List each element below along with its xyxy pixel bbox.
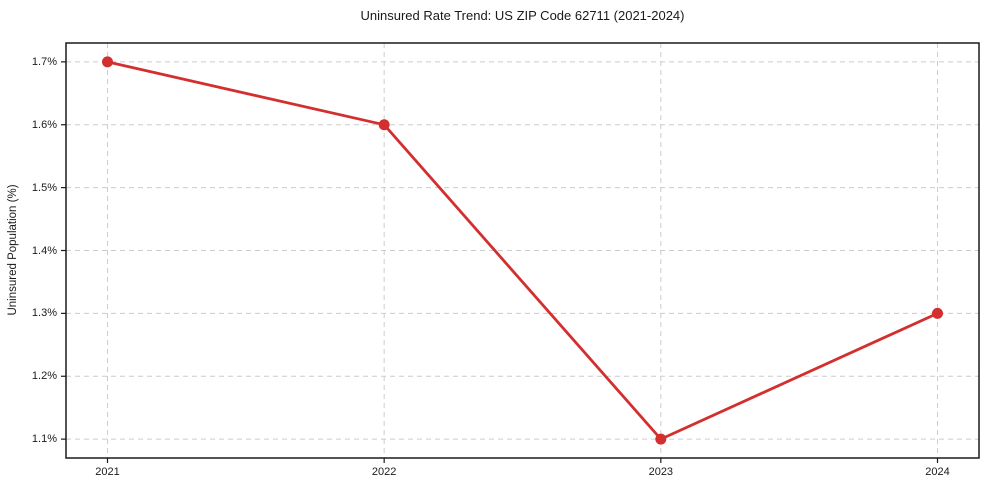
- y-tick-label: 1.7%: [31, 55, 57, 68]
- data-point-2021: [102, 56, 113, 68]
- x-tick-label: 2021: [95, 466, 120, 478]
- x-tick-label: 2023: [648, 466, 674, 478]
- y-tick-label: 1.2%: [31, 370, 57, 383]
- trend-line: [106, 60, 939, 441]
- y-tick-label: 1.3%: [31, 307, 57, 320]
- x-tick-label: 2022: [371, 466, 397, 478]
- y-tick-label: 1.6%: [31, 118, 57, 131]
- data-point-2024: [932, 307, 943, 319]
- y-tick-label: 1.5%: [31, 181, 57, 194]
- data-point-2022: [378, 119, 390, 131]
- chart-title: Uninsured Rate Trend: US ZIP Code 62711 …: [360, 8, 685, 23]
- y-tick-label: 1.4%: [31, 244, 57, 257]
- y-tick-label: 1.1%: [31, 433, 57, 446]
- x-tick-label: 2024: [925, 466, 950, 478]
- data-point-2023: [655, 433, 667, 445]
